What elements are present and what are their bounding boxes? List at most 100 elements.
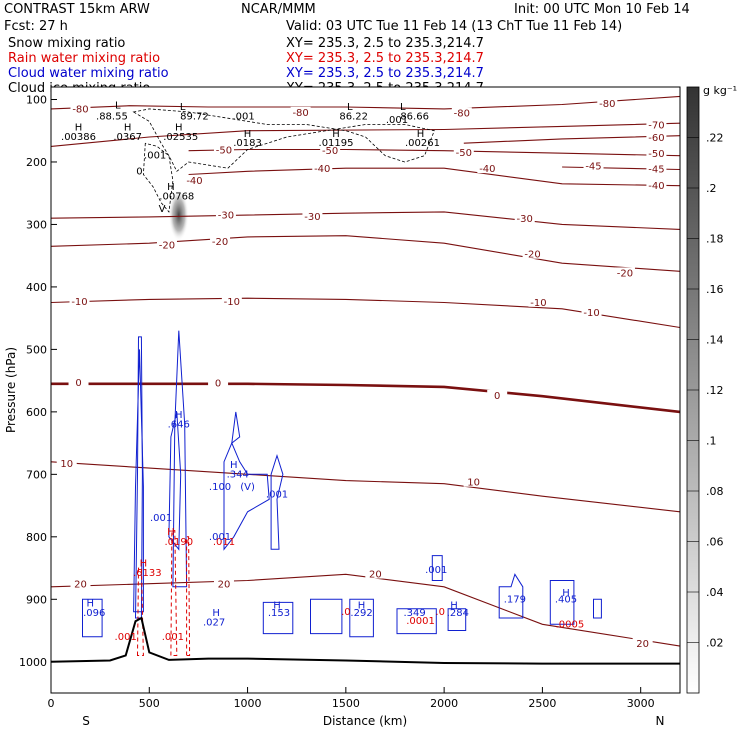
cloud-water-contour — [133, 349, 144, 613]
cloud-water-contour — [82, 598, 103, 638]
snow-label: H — [124, 123, 132, 134]
snow-label: V — [159, 204, 166, 215]
temperature-label: -30 — [304, 212, 320, 223]
contour-label-bg — [453, 146, 474, 157]
contour-label-bg — [597, 98, 618, 109]
temperature-label: -10 — [224, 297, 240, 308]
snow-mixing-contours — [132, 108, 435, 213]
contour-label-bg — [210, 236, 231, 247]
snow-label: 86.22 — [339, 111, 368, 122]
colorbar-tick-label: .02 — [706, 637, 724, 650]
field-xy: XY= 235.3, 2.5 to 235.3,214.7 — [286, 36, 484, 51]
colorbar-tick-label: .16 — [706, 283, 724, 296]
snow-label: .001 — [232, 111, 254, 122]
contour-label-bg — [451, 107, 472, 118]
x-end-right: N — [656, 714, 665, 728]
y-tick-label: 600 — [26, 406, 47, 419]
y-tick-label: 500 — [26, 343, 47, 356]
temperature-contours — [50, 95, 681, 647]
colorbar-tick-label: .14 — [706, 334, 724, 347]
snow-label: .001 — [386, 115, 408, 126]
snow-label: H — [175, 123, 183, 134]
contour-label-bg — [56, 457, 77, 468]
rain-label: .0001 — [406, 616, 435, 627]
snow-contour — [142, 142, 174, 213]
temperature-label: 20 — [218, 580, 231, 591]
cloud-water-label: H — [212, 608, 220, 619]
y-tick-label: 100 — [26, 93, 47, 106]
cloud-water-label: H — [358, 601, 366, 612]
y-tick-label: 200 — [26, 156, 47, 169]
temperature-label: -80 — [454, 108, 470, 119]
colorbar-tick-label: .18 — [706, 233, 724, 246]
axes: 0 500 1000 1500 2000 2500 30001002003004005006… — [19, 93, 655, 710]
contour-label-bg — [646, 131, 667, 142]
y-tick-label: 900 — [26, 593, 47, 606]
cloud-water-label: .001 — [266, 489, 288, 500]
y-tick-label: 1000 — [19, 656, 47, 669]
temperature-contour — [50, 573, 681, 647]
cloud-water-contour — [593, 598, 602, 619]
temperature-label: -80 — [72, 105, 88, 116]
y-tick-label: 400 — [26, 281, 47, 294]
x-tick-label: 0 — [48, 697, 55, 710]
temperature-label: 10 — [467, 478, 480, 489]
colorbar-tick-label: .1 — [706, 435, 717, 448]
contour-label-bg — [365, 568, 386, 579]
temperature-label: -20 — [524, 250, 540, 261]
plot-background — [51, 87, 680, 693]
temperature-label: 10 — [60, 459, 73, 470]
cloud-water-contour — [431, 555, 443, 581]
field-xy: XY= 235.3, 2.5 to 235.3,214.7 — [286, 66, 484, 81]
contour-label-bg — [184, 174, 205, 185]
field-name: Cloud water mixing ratio — [8, 66, 169, 81]
snow-label: H — [75, 123, 83, 134]
temperature-contour — [50, 95, 681, 110]
x-tick-label: 1000 — [234, 697, 262, 710]
cloud-water-contour — [349, 598, 374, 638]
temperature-contour — [50, 461, 681, 513]
rain-label: H — [140, 559, 148, 570]
snow-label: H — [332, 129, 340, 140]
temperature-label: -10 — [530, 298, 546, 309]
temperature-label: 20 — [74, 580, 87, 591]
cloud-water-label: .001 — [150, 513, 172, 524]
rain-label: .011 — [213, 537, 235, 548]
temperature-label: -45 — [648, 165, 664, 176]
field-xy: XY= 235.3, 2.5 to 235.3,214.7 — [286, 51, 484, 66]
contour-label-bg — [320, 144, 341, 155]
y-axis-label: Pressure (hPa) — [4, 347, 18, 433]
temperature-label: -45 — [585, 162, 601, 173]
cloud-water-label: .100 — [209, 482, 231, 493]
contour-label-bg — [70, 103, 91, 114]
cloud-water-label: .284 — [447, 608, 469, 619]
colorbar-unit: g kg⁻¹ — [703, 84, 737, 97]
temperature-contour — [50, 211, 681, 230]
rain-water-contours — [136, 530, 191, 656]
rain-label: .0005 — [556, 619, 585, 630]
contour-label-bg — [312, 163, 333, 174]
temperature-label: -60 — [648, 133, 664, 144]
field-name: Snow mixing ratio — [8, 36, 125, 51]
cloud-water-label: .027 — [203, 617, 225, 628]
cloud-water-label: .153 — [268, 608, 290, 619]
contour-label-bg — [614, 267, 635, 278]
cloud-water-label: .292 — [350, 608, 372, 619]
temperature-label: -50 — [322, 146, 338, 157]
temperature-contour — [51, 382, 681, 414]
contour-label-bg — [213, 144, 234, 155]
contour-label-bg — [156, 239, 177, 250]
rain-label: .0190 — [164, 537, 193, 548]
contour-label-bg — [522, 248, 543, 259]
contour-label-bg — [487, 389, 508, 400]
snow-label: .00386 — [61, 132, 96, 143]
snow-label: L — [115, 101, 121, 112]
cloud-water-label: (V) — [240, 482, 255, 493]
contour-label-bg — [70, 578, 91, 589]
snow-label: 86.66 — [400, 111, 429, 122]
cloud-water-label: H — [562, 588, 570, 599]
snow-label: H — [244, 129, 252, 140]
cloud-water-contour — [172, 330, 188, 588]
cloud-water-label: .001 — [425, 565, 447, 576]
